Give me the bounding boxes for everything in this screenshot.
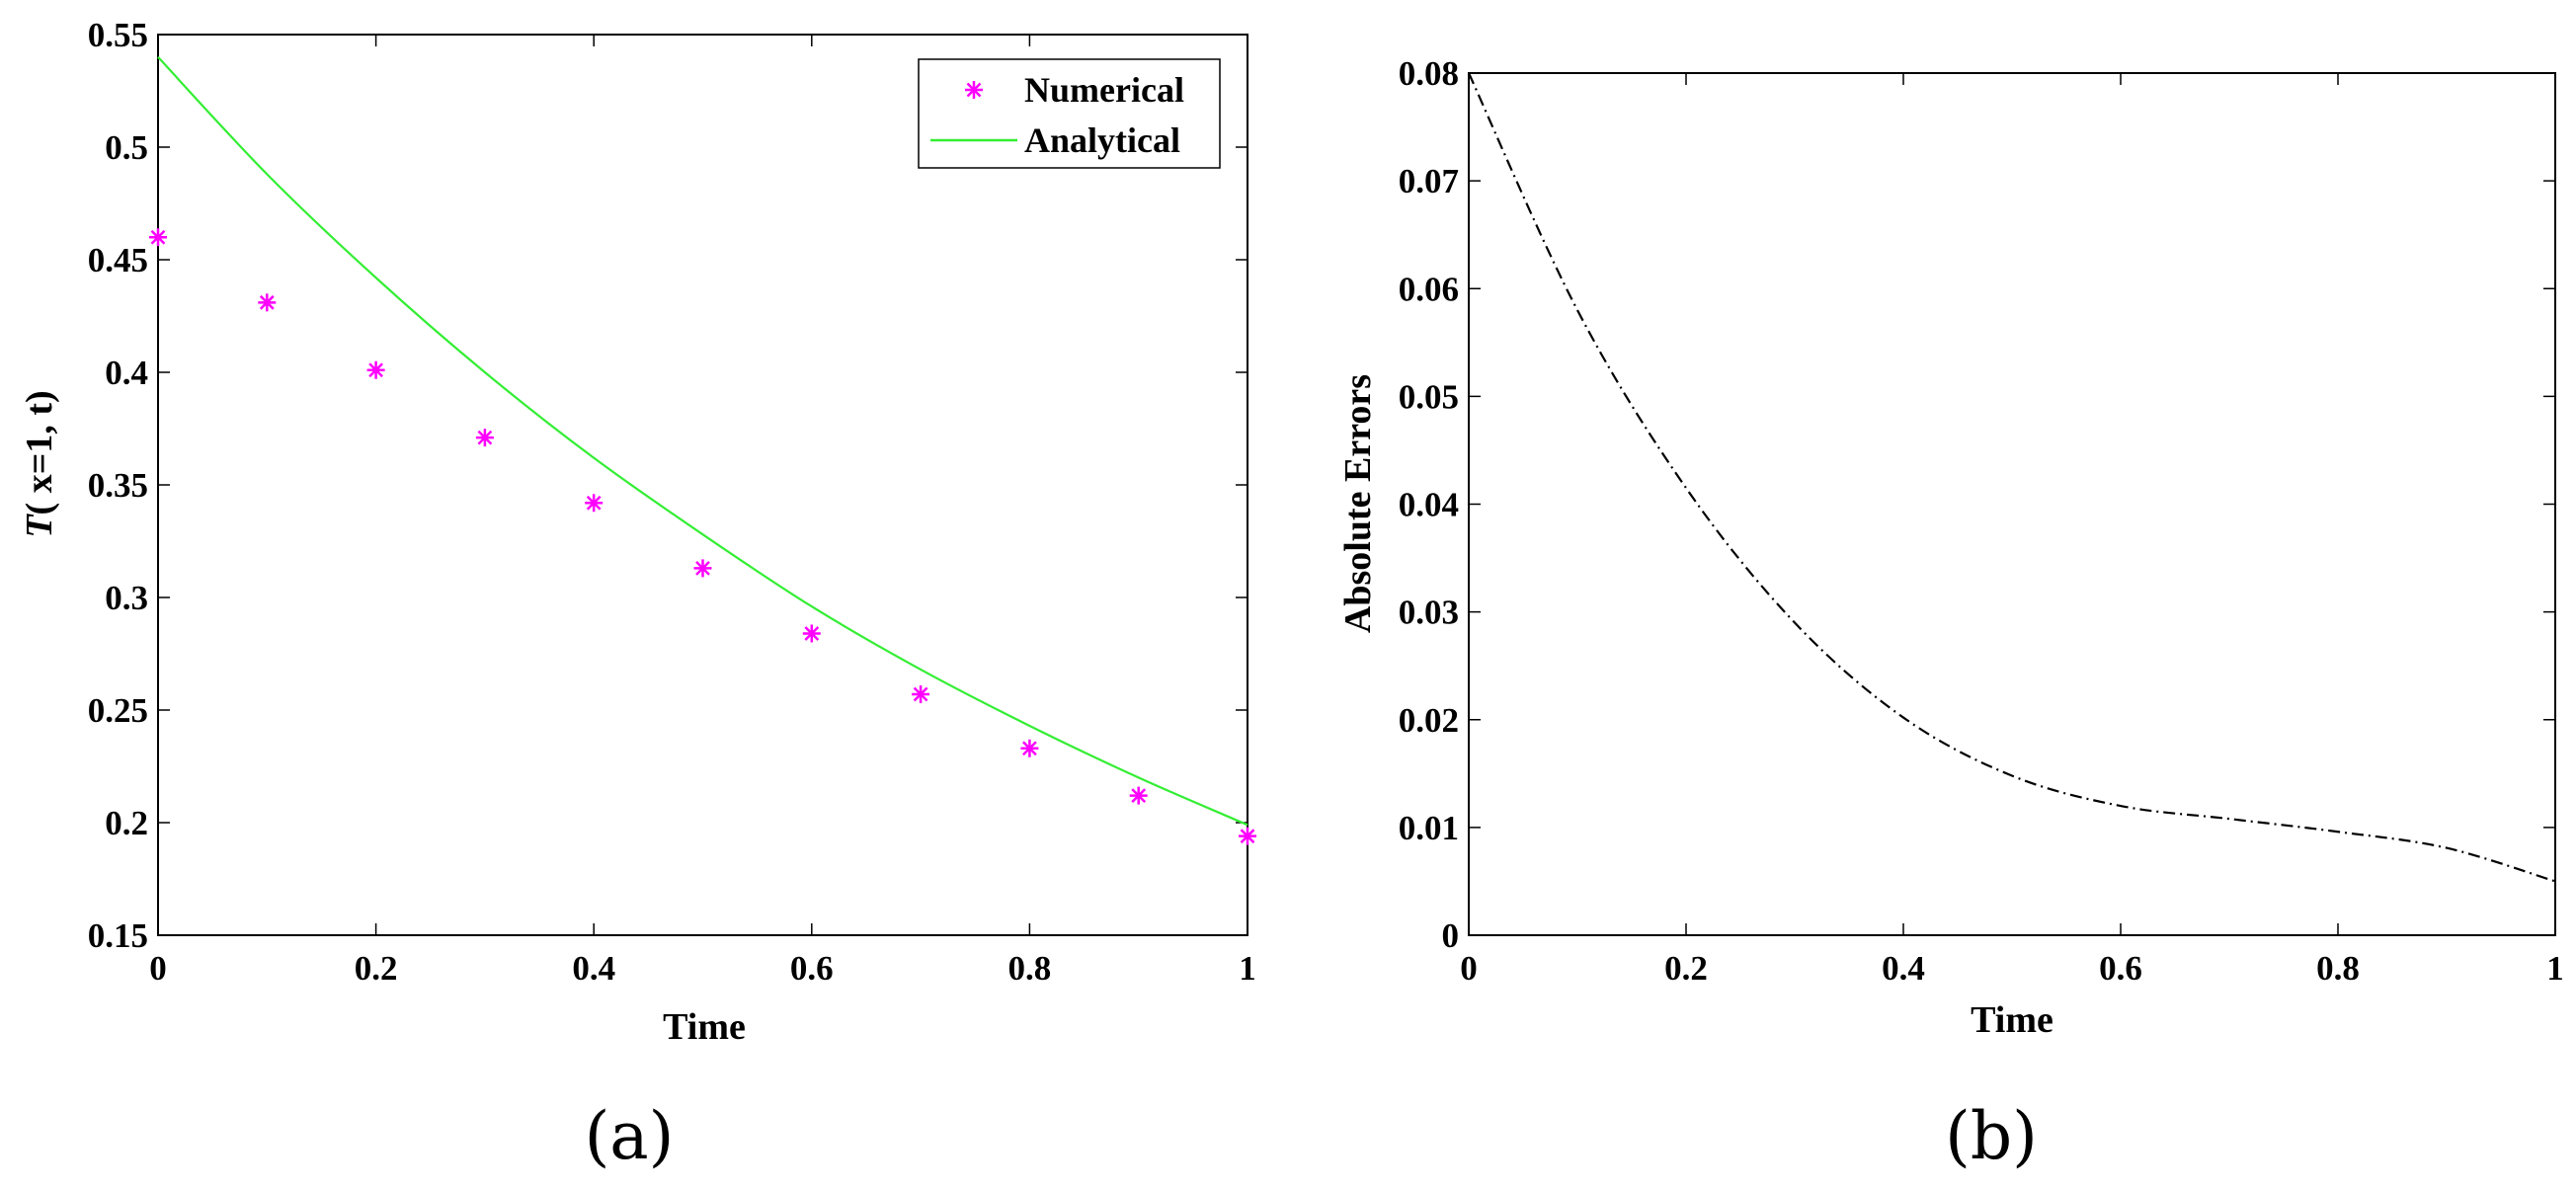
y-tick-label: 0.4 (105, 354, 148, 392)
series-group-b (1467, 72, 2556, 883)
data-point-numerical (1239, 827, 1256, 845)
y-tick-label: 0.07 (1399, 162, 1459, 200)
y-tick-label: 0.25 (88, 691, 148, 730)
series-line-absolute-errors (1467, 72, 2556, 883)
y-tick-label: 0.2 (105, 804, 148, 842)
series-group-a (149, 56, 1256, 845)
legend-marker-numerical (965, 81, 983, 99)
plot-area-a (157, 34, 1248, 936)
x-tick-labels-b: 0 0.2 0.4 0.6 0.8 1 (1460, 949, 2564, 988)
data-point-numerical (475, 429, 494, 447)
legend-box-a (918, 58, 1221, 169)
chart-panel-b: 0 0.01 0.02 0.03 0.04 0.05 0.06 0.07 0.08 0 0.2 0.… (1337, 54, 2564, 1174)
y-tick-label: 0.35 (88, 466, 148, 505)
y-tick-labels-b: 0 0.01 0.02 0.03 0.04 0.05 0.06 0.07 0.08 (1399, 54, 1459, 955)
legend-label-analytical: Analytical (1024, 120, 1180, 160)
y-axis-label-italic-a: T (19, 514, 60, 538)
data-point-numerical (802, 624, 821, 643)
data-point-numerical (693, 559, 712, 578)
x-tick-label: 0.2 (355, 949, 398, 988)
x-tick-label: 0.8 (1008, 949, 1052, 988)
y-tick-label: 0.03 (1399, 594, 1459, 632)
x-axis-label-b: Time (1971, 999, 2053, 1041)
y-tick-label: 0.5 (105, 128, 148, 167)
data-point-numerical (585, 494, 604, 513)
y-tick-label: 0.01 (1399, 809, 1459, 847)
y-tick-label: 0 (1442, 916, 1460, 955)
panel-label-b: (b) (1945, 1098, 2038, 1174)
plot-area-b (1468, 72, 2556, 936)
series-line-analytical (157, 56, 1248, 827)
panel-label-a: (a) (585, 1098, 675, 1174)
x-tick-label: 1 (1239, 949, 1256, 988)
y-tick-label: 0.06 (1399, 270, 1459, 308)
x-tick-label: 1 (2546, 949, 2564, 988)
data-point-numerical (1020, 739, 1039, 757)
y-axis-label-a: T( x=1, t) (19, 390, 60, 537)
y-tick-label: 0.45 (88, 241, 148, 279)
y-tick-label: 0.04 (1399, 486, 1459, 524)
data-point-numerical (258, 293, 277, 312)
y-axis-label-b: Absolute Errors (1337, 374, 1379, 633)
x-tick-label: 0.6 (2099, 949, 2142, 988)
chart-panel-a: 0.15 0.2 0.25 0.3 0.35 0.4 0.45 0.5 0.55 0 0.2 0.4… (19, 16, 1256, 1174)
x-tick-labels-a: 0 0.2 0.4 0.6 0.8 1 (149, 949, 1256, 988)
data-point-numerical (366, 360, 385, 379)
y-tick-label: 0.3 (105, 579, 148, 617)
y-tick-label: 0.08 (1399, 54, 1459, 93)
axis-ticks-b (1468, 72, 2556, 936)
y-tick-label: 0.05 (1399, 377, 1459, 416)
x-tick-label: 0.4 (1882, 949, 1925, 988)
x-tick-label: 0 (1460, 949, 1478, 988)
data-point-numerical (912, 685, 930, 704)
y-tick-label: 0.55 (88, 16, 148, 54)
x-tick-label: 0.2 (1664, 949, 1708, 988)
y-tick-label: 0.02 (1399, 701, 1459, 740)
y-axis-label-rest-a: ( x=1, t) (19, 390, 60, 515)
x-tick-label: 0.6 (790, 949, 834, 988)
x-axis-label-a: Time (663, 1006, 746, 1048)
legend-label-numerical: Numerical (1024, 70, 1184, 110)
data-point-numerical (149, 228, 167, 247)
x-tick-label: 0.4 (572, 949, 615, 988)
legend-a: Numerical Analytical (918, 58, 1221, 169)
data-point-numerical (1129, 786, 1148, 805)
x-tick-label: 0.8 (2316, 949, 2360, 988)
x-tick-label: 0 (149, 949, 167, 988)
axis-ticks-a (157, 34, 1248, 936)
y-tick-label: 0.15 (88, 916, 148, 955)
y-tick-labels-a: 0.15 0.2 0.25 0.3 0.35 0.4 0.45 0.5 0.55 (88, 16, 148, 955)
